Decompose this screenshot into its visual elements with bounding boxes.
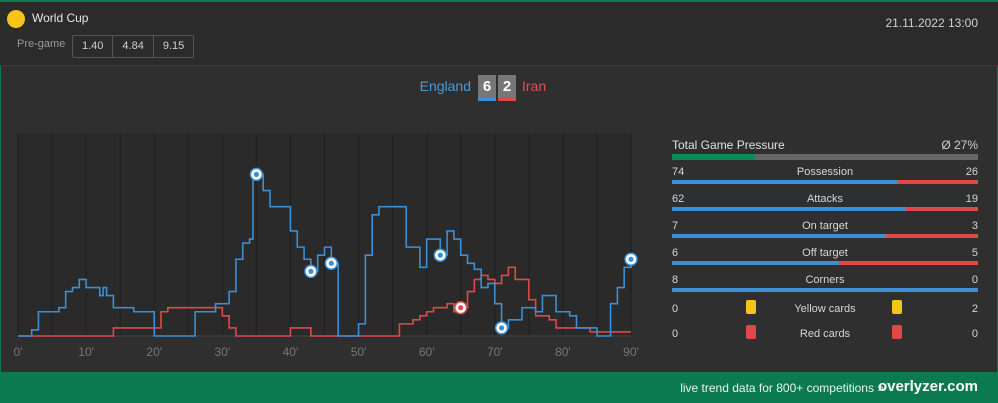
stat-bar-home-fill — [672, 288, 978, 292]
competition-name[interactable]: World Cup — [32, 11, 89, 25]
goal-ball-patch — [458, 305, 464, 311]
chart-tick-label: 20' — [146, 345, 162, 359]
match-header: World Cup Pre-game 1.40 4.84 9.15 21.11.… — [0, 2, 998, 66]
stat-bar-home-fill — [672, 234, 887, 238]
goal-ball-icon[interactable] — [304, 264, 318, 279]
stat-row-attacks: 62 Attacks 19 — [672, 189, 978, 216]
stat-label: Corners — [805, 274, 845, 286]
stats-panel: Total Game Pressure Ø 27% 74 Possession 26… — [672, 138, 978, 347]
goal-ball-icon[interactable] — [624, 252, 638, 266]
stat-home-value: 8 — [672, 274, 679, 286]
stat-bar — [672, 207, 978, 211]
odd-away[interactable]: 9.15 — [162, 40, 185, 52]
chart-tick-label: 60' — [419, 345, 435, 359]
chart-tick-label: 80' — [555, 345, 571, 359]
stat-label: Off target — [802, 247, 848, 259]
stat-away-value: 26 — [965, 166, 978, 178]
stat-bar — [672, 234, 978, 238]
goal-ball-icon[interactable] — [324, 256, 339, 271]
card-rows: 0 Yellow cards 2 0 Red cards 0 — [672, 297, 978, 347]
away-score: 2 — [498, 75, 516, 101]
card-home-value: 0 — [672, 303, 679, 315]
red-card-icon — [892, 325, 902, 339]
goal-ball-patch — [628, 256, 634, 262]
stat-row-yellow-cards: 0 Yellow cards 2 — [672, 297, 978, 322]
stat-row-on-target: 7 On target 3 — [672, 216, 978, 243]
chart-tick-label: 90' — [623, 345, 639, 359]
stat-away-value: 3 — [971, 220, 978, 232]
pressure-bar — [672, 154, 978, 160]
card-label: Red cards — [799, 328, 851, 340]
goal-ball-patch — [328, 260, 334, 266]
chart-series-iran — [18, 266, 631, 337]
stat-away-value: 0 — [971, 274, 978, 286]
yellow-card-icon — [746, 300, 756, 314]
stat-away-value: 5 — [971, 247, 978, 259]
brand-link[interactable]: overlyzer.com — [877, 378, 978, 395]
chart-tick-label: 0' — [14, 345, 23, 359]
home-score: 6 — [478, 75, 496, 101]
goal-ball-patch — [498, 325, 505, 331]
stat-bar-home-fill — [672, 180, 899, 184]
pressure-bar-fill — [672, 154, 755, 160]
scoreline: England 6 2 Iran — [0, 74, 998, 102]
pregame-odds: 1.40 4.84 9.15 — [72, 35, 195, 58]
card-away-value: 2 — [971, 303, 978, 315]
goal-ball-icon[interactable] — [249, 167, 264, 182]
chart-series-england — [18, 173, 632, 337]
goal-ball-patch — [308, 268, 314, 274]
pressure-label: Total Game Pressure — [672, 138, 785, 152]
chart-tick-label: 40' — [283, 345, 299, 359]
goal-ball-icon[interactable] — [433, 248, 448, 262]
odd-home[interactable]: 1.40 — [73, 36, 114, 57]
stat-home-value: 62 — [672, 193, 685, 205]
footer-text: live trend data for 800+ competitions » — [680, 381, 884, 395]
chart-tick-label: 50' — [351, 345, 367, 359]
chart-tick-label: 10' — [78, 345, 94, 359]
home-team-name[interactable]: England — [419, 78, 471, 94]
pressure-row: Total Game Pressure Ø 27% — [672, 138, 978, 153]
stat-row-possession: 74 Possession 26 — [672, 162, 978, 189]
stat-bar-home-fill — [672, 261, 839, 265]
yellow-card-icon — [892, 300, 902, 314]
stat-row-corners: 8 Corners 0 — [672, 270, 978, 297]
card-home-value: 0 — [672, 328, 679, 340]
stat-label: Possession — [796, 166, 854, 178]
stat-row-red-cards: 0 Red cards 0 — [672, 322, 978, 347]
pressure-chart[interactable]: 0' 10' 20' 30' 40' 50' 60' 70' 80' 90' — [0, 130, 650, 366]
odd-draw[interactable]: 4.84 — [113, 36, 154, 57]
goal-ball-icon[interactable] — [494, 321, 509, 335]
footer-banner[interactable]: live trend data for 800+ competitions » … — [0, 372, 998, 403]
goal-ball-icon[interactable] — [453, 300, 468, 315]
stat-bar-home-fill — [672, 207, 907, 211]
pregame-label: Pre-game — [17, 38, 66, 50]
goal-ball-patch — [253, 171, 259, 177]
stat-bar — [672, 261, 978, 265]
pressure-value: Ø 27% — [941, 138, 978, 152]
chart-tick-label: 30' — [215, 345, 231, 359]
card-label: Yellow cards — [794, 303, 856, 315]
stat-home-value: 7 — [672, 220, 679, 232]
stat-label: On target — [802, 220, 848, 232]
goal-ball-patch — [437, 252, 443, 258]
stat-label: Attacks — [806, 193, 844, 205]
chart-tick-label: 70' — [487, 345, 503, 359]
match-datetime: 21.11.2022 13:00 — [885, 16, 978, 30]
stat-row-off-target: 6 Off target 5 — [672, 243, 978, 270]
stat-away-value: 19 — [965, 193, 978, 205]
stat-rows: 74 Possession 26 62 Attacks 19 7 On target 3 6 Off… — [672, 162, 978, 297]
stat-bar — [672, 288, 978, 292]
card-away-value: 0 — [971, 328, 978, 340]
away-team-name[interactable]: Iran — [522, 78, 547, 94]
stat-home-value: 6 — [672, 247, 679, 259]
stat-home-value: 74 — [672, 166, 685, 178]
yellow-dot-icon — [7, 10, 25, 28]
stat-bar — [672, 180, 978, 184]
red-card-icon — [746, 325, 756, 339]
